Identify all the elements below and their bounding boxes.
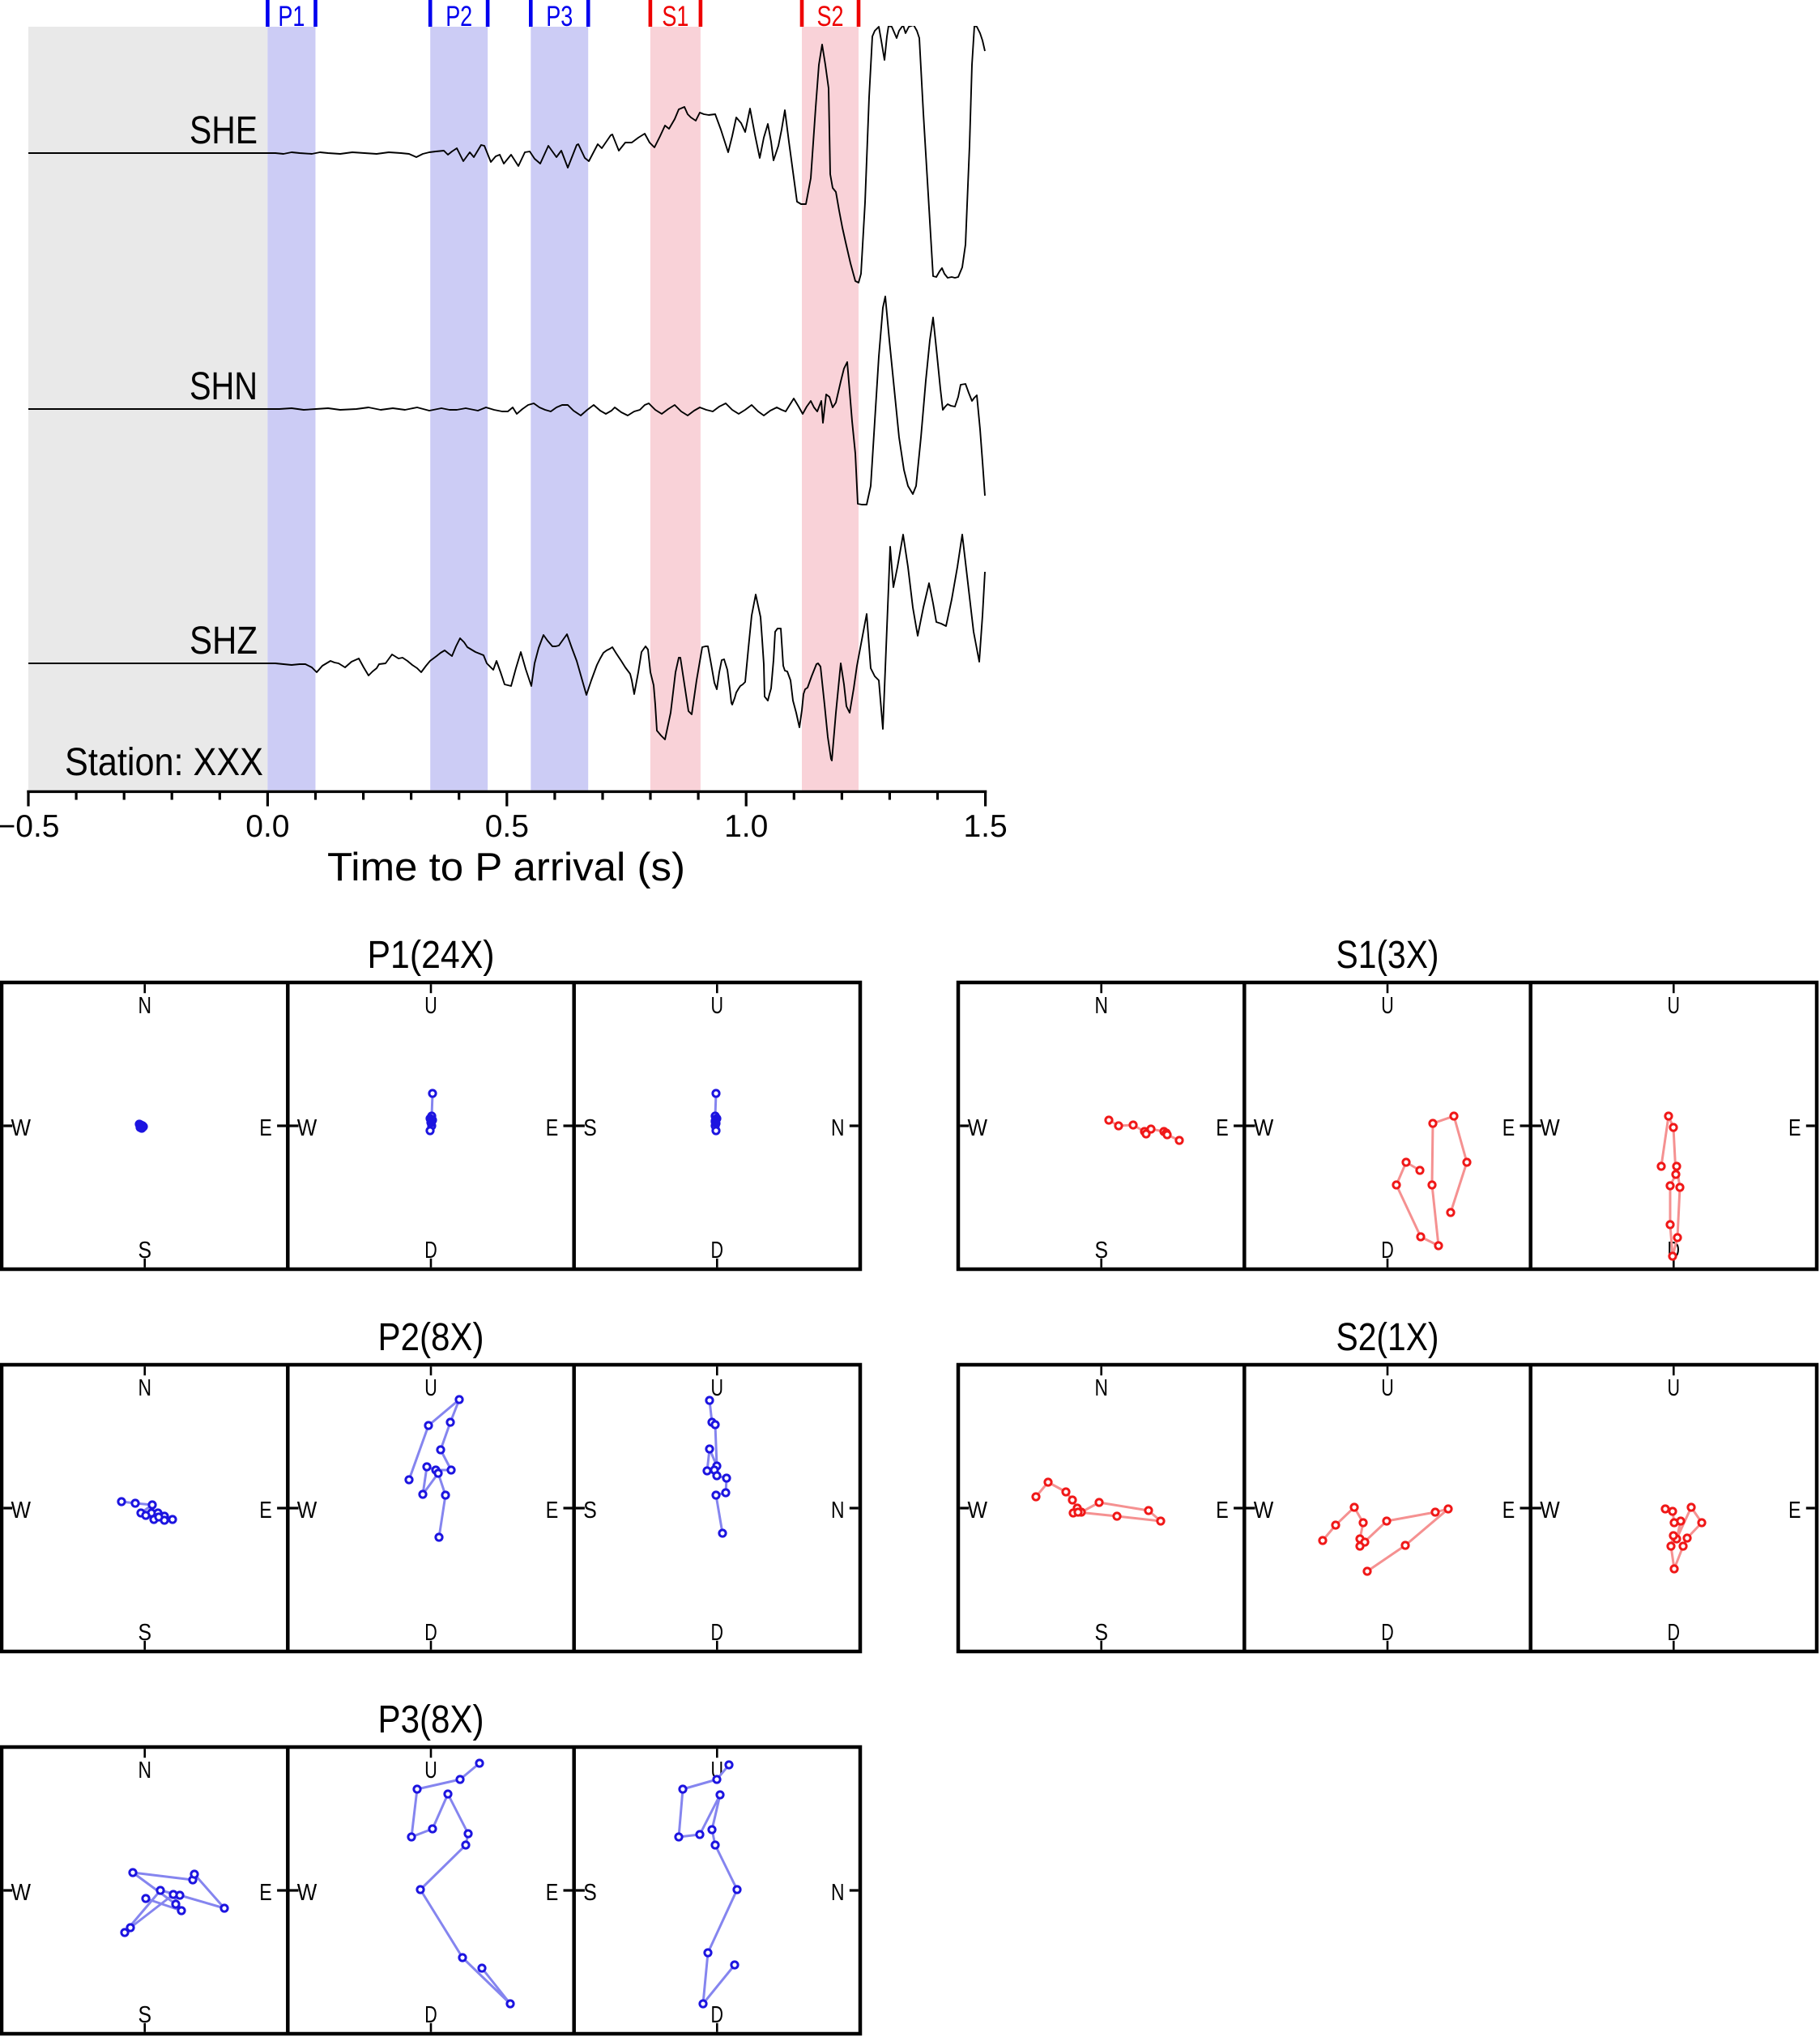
svg-text:E: E (546, 1115, 559, 1141)
svg-text:U: U (1668, 993, 1681, 1019)
svg-text:N: N (138, 1758, 151, 1783)
svg-text:N: N (138, 1375, 151, 1401)
svg-text:P2: P2 (445, 1, 472, 32)
svg-text:W: W (297, 1498, 318, 1523)
svg-text:E: E (546, 1880, 559, 1906)
svg-text:U: U (424, 1375, 437, 1401)
svg-text:W: W (1254, 1115, 1274, 1141)
svg-text:D: D (711, 1620, 724, 1646)
svg-text:S1(3X): S1(3X) (1336, 934, 1439, 977)
svg-text:D: D (1668, 1620, 1681, 1646)
svg-text:P3(8X): P3(8X) (378, 1698, 484, 1741)
svg-text:W: W (297, 1115, 318, 1141)
svg-text:E: E (259, 1498, 272, 1523)
svg-text:P3: P3 (546, 1, 573, 32)
svg-text:SHN: SHN (190, 365, 258, 408)
svg-text:W: W (11, 1880, 32, 1906)
svg-text:S2(1X): S2(1X) (1336, 1316, 1439, 1359)
svg-text:E: E (1788, 1115, 1801, 1141)
svg-text:Station: XXX: Station: XXX (65, 741, 263, 784)
svg-text:E: E (259, 1115, 272, 1141)
svg-text:E: E (1216, 1498, 1229, 1523)
svg-text:E: E (1502, 1498, 1515, 1523)
svg-text:D: D (1381, 1238, 1394, 1264)
svg-text:E: E (1502, 1115, 1515, 1141)
svg-text:W: W (968, 1498, 988, 1523)
svg-text:N: N (138, 993, 151, 1019)
svg-text:N: N (831, 1880, 845, 1906)
svg-text:S: S (583, 1880, 597, 1906)
svg-text:D: D (424, 2002, 437, 2028)
svg-text:Time to P arrival (s): Time to P arrival (s) (327, 846, 685, 889)
svg-text:U: U (1668, 1375, 1681, 1401)
svg-text:N: N (1094, 1375, 1108, 1401)
svg-text:D: D (424, 1620, 437, 1646)
svg-text:P1(24X): P1(24X) (368, 934, 495, 977)
svg-text:0.0: 0.0 (245, 809, 289, 844)
svg-text:E: E (1216, 1115, 1229, 1141)
svg-text:W: W (1254, 1498, 1274, 1523)
svg-text:W: W (297, 1880, 318, 1906)
svg-text:S: S (138, 1238, 151, 1264)
svg-text:D: D (424, 1238, 437, 1264)
svg-text:D: D (711, 2002, 724, 2028)
svg-text:U: U (424, 993, 437, 1019)
svg-text:W: W (1540, 1498, 1560, 1523)
svg-text:D: D (711, 1238, 724, 1264)
svg-text:SHE: SHE (190, 109, 258, 152)
svg-text:E: E (1788, 1498, 1801, 1523)
svg-text:P1: P1 (278, 1, 305, 32)
svg-text:N: N (831, 1115, 845, 1141)
svg-text:1.5: 1.5 (963, 809, 1007, 844)
svg-text:S2: S2 (817, 1, 844, 32)
svg-text:SHZ: SHZ (190, 620, 258, 663)
svg-text:P2(8X): P2(8X) (378, 1316, 484, 1359)
svg-text:S: S (583, 1115, 597, 1141)
svg-text:E: E (259, 1880, 272, 1906)
svg-text:W: W (1540, 1115, 1560, 1141)
svg-text:N: N (831, 1498, 845, 1523)
svg-text:S1: S1 (662, 1, 688, 32)
svg-text:S: S (1094, 1238, 1108, 1264)
svg-text:U: U (1381, 1375, 1394, 1401)
svg-text:D: D (1381, 1620, 1394, 1646)
svg-text:U: U (1381, 993, 1394, 1019)
svg-text:0.5: 0.5 (485, 809, 529, 844)
svg-text:N: N (1094, 993, 1108, 1019)
svg-text:S: S (138, 1620, 151, 1646)
svg-text:W: W (11, 1115, 32, 1141)
svg-text:W: W (968, 1115, 988, 1141)
svg-text:S: S (1094, 1620, 1108, 1646)
svg-text:S: S (583, 1498, 597, 1523)
svg-text:U: U (424, 1758, 437, 1783)
svg-text:S: S (138, 2002, 151, 2028)
svg-text:W: W (11, 1498, 32, 1523)
svg-text:U: U (711, 993, 724, 1019)
svg-text:−0.5: −0.5 (0, 809, 60, 844)
svg-text:E: E (546, 1498, 559, 1523)
svg-text:U: U (711, 1375, 724, 1401)
svg-text:1.0: 1.0 (724, 809, 768, 844)
